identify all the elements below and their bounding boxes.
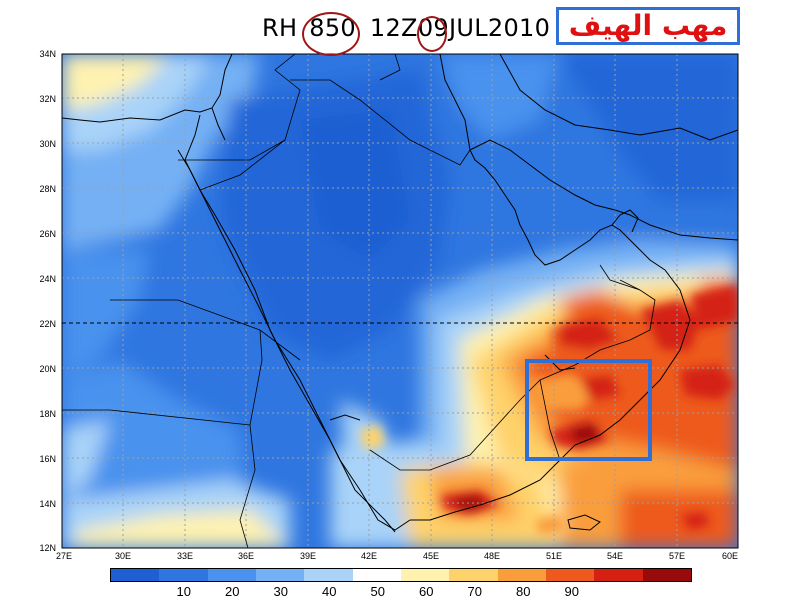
colorbar-label: 60: [419, 584, 434, 599]
title-month-year: JUL2010: [448, 14, 551, 42]
colorbar-segment: [642, 569, 691, 581]
lat-label: 20N: [39, 364, 56, 374]
lon-label: 60E: [722, 551, 738, 561]
colorbar-label: 90: [564, 584, 579, 599]
plot-frame: [61, 53, 739, 549]
day-highlight-circle: [417, 16, 447, 52]
colorbar-segment: [400, 569, 450, 581]
colorbar-segment: [545, 569, 595, 581]
lon-label: 54E: [607, 551, 623, 561]
colorbar-label: 30: [273, 584, 288, 599]
lon-label: 45E: [423, 551, 439, 561]
colorbar-label: 70: [467, 584, 482, 599]
colorbar-segment: [497, 569, 546, 581]
arabic-badge-text: مهب الهيف: [568, 9, 728, 42]
lon-tick-labels: 27E 30E 33E 36E 39E 42E 45E 48E 51E 54E …: [56, 551, 738, 561]
colorbar-label: 50: [370, 584, 385, 599]
coastlines: [62, 54, 738, 533]
lon-label: 39E: [300, 551, 316, 561]
colorbar-segment: [304, 569, 353, 581]
lon-label: 30E: [115, 551, 131, 561]
lat-label: 22N: [39, 319, 56, 329]
lat-label: 26N: [39, 229, 56, 239]
lat-label: 14N: [39, 499, 56, 509]
lat-label: 30N: [39, 139, 56, 149]
title-time: 12Z: [369, 14, 418, 42]
lon-label: 36E: [238, 551, 254, 561]
colorbar-segment: [111, 569, 160, 581]
colorbar-segment: [159, 569, 208, 581]
lon-label: 42E: [361, 551, 377, 561]
colorbar-label: 40: [322, 584, 337, 599]
lat-label: 32N: [39, 94, 56, 104]
title-variable: RH: [262, 14, 298, 42]
lat-label: 12N: [39, 543, 56, 553]
lat-label: 24N: [39, 274, 56, 284]
lat-label: 28N: [39, 184, 56, 194]
colorbar-segment: [449, 569, 498, 581]
colorbar-label: 80: [516, 584, 531, 599]
lon-gridlines: [122, 54, 678, 548]
lon-label: 33E: [177, 551, 193, 561]
rh-field: [62, 54, 738, 548]
country-borders: [62, 54, 656, 548]
lon-label: 51E: [546, 551, 562, 561]
lat-label: 34N: [39, 49, 56, 59]
level-highlight-circle: [302, 12, 360, 56]
colorbar-label: 10: [176, 584, 191, 599]
colorbar-label: 20: [225, 584, 240, 599]
colorbar-segment: [352, 569, 401, 581]
colorbar-segment: [255, 569, 305, 581]
lat-tick-labels: 34N 32N 30N 28N 26N 24N 22N 20N 18N 16N …: [39, 49, 56, 553]
colorbar-segment: [594, 569, 643, 581]
lon-label: 27E: [56, 551, 72, 561]
lat-label: 16N: [39, 454, 56, 464]
highlight-box: [525, 359, 652, 461]
colorbar-segment: [207, 569, 256, 581]
colorbar: [110, 568, 692, 582]
lon-label: 48E: [484, 551, 500, 561]
lat-label: 18N: [39, 409, 56, 419]
lon-label: 57E: [669, 551, 685, 561]
arabic-badge: مهب الهيف: [556, 7, 740, 45]
